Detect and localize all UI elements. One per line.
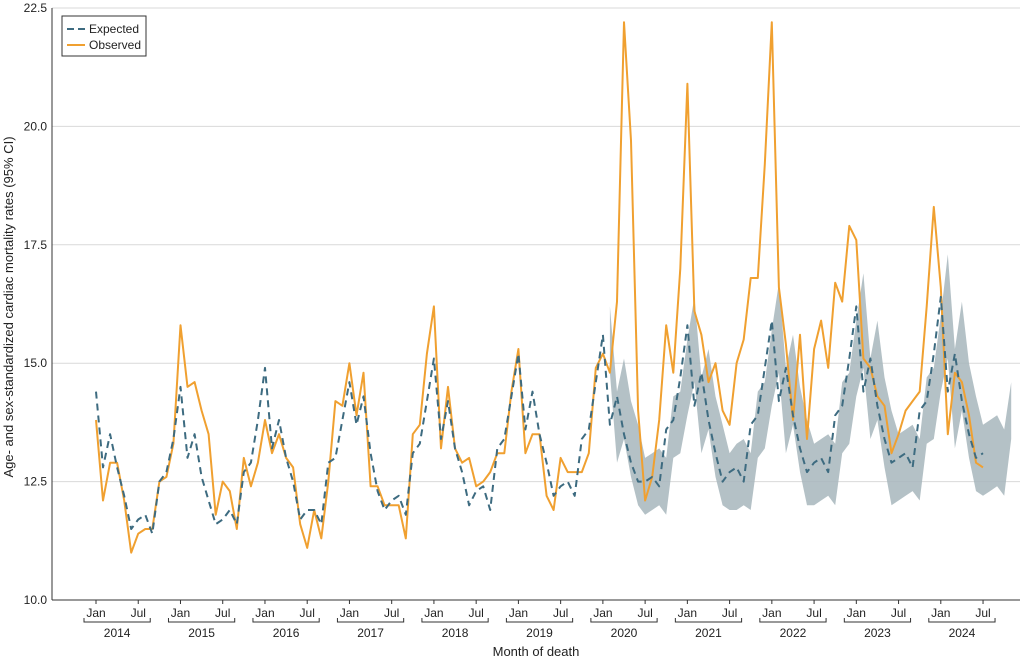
year-bracket <box>421 618 489 623</box>
legend-expected-label: Expected <box>89 22 139 36</box>
x-tick-label-month: Jul <box>384 606 399 620</box>
x-tick-label-year: 2019 <box>526 626 553 640</box>
year-bracket <box>759 618 827 623</box>
x-tick-label-month: Jan <box>762 606 781 620</box>
observed-series-line <box>95 21 984 554</box>
x-tick-label-month: Jan <box>340 606 359 620</box>
year-bracket <box>674 618 743 623</box>
y-tick-label: 12.5 <box>24 475 48 489</box>
x-tick-label-month: Jan <box>678 606 697 620</box>
year-bracket <box>843 618 912 623</box>
year-bracket <box>83 618 151 623</box>
x-tick-label-month: Jul <box>975 606 990 620</box>
confidence-band <box>609 254 1012 515</box>
x-axis-label: Month of death <box>493 644 580 659</box>
y-tick-label: 15.0 <box>24 356 48 370</box>
year-bracket <box>336 618 405 623</box>
year-bracket <box>505 618 574 623</box>
year-bracket <box>252 618 320 623</box>
x-tick-label-month: Jul <box>553 606 568 620</box>
x-tick-label-month: Jul <box>215 606 230 620</box>
x-tick-label-month: Jan <box>424 606 443 620</box>
y-tick-label: 20.0 <box>24 119 48 133</box>
x-tick-label-year: 2016 <box>273 626 300 640</box>
x-tick-label-month: Jan <box>171 606 190 620</box>
x-tick-label-month: Jul <box>131 606 146 620</box>
year-bracket <box>590 618 658 623</box>
x-tick-label-month: Jul <box>806 606 821 620</box>
x-tick-label-year: 2022 <box>780 626 807 640</box>
y-tick-label: 10.0 <box>24 593 48 607</box>
expected-series-line <box>95 295 984 535</box>
x-tick-label-year: 2024 <box>949 626 976 640</box>
x-tick-label-month: Jul <box>722 606 737 620</box>
legend-box <box>61 15 147 57</box>
x-tick-label-year: 2023 <box>864 626 891 640</box>
year-bracket <box>928 618 996 623</box>
y-tick-label: 22.5 <box>24 1 48 15</box>
series-layer <box>95 21 984 554</box>
x-tick-label-month: Jul <box>468 606 483 620</box>
x-tick-label-month: Jul <box>300 606 315 620</box>
x-tick-label-month: Jul <box>637 606 652 620</box>
x-tick-label-year: 2018 <box>442 626 469 640</box>
y-axis-label: Age- and sex-standardized cardiac mortal… <box>1 136 16 477</box>
x-tick-label-year: 2017 <box>357 626 384 640</box>
x-tick-label-year: 2021 <box>695 626 722 640</box>
x-tick-label-year: 2014 <box>104 626 131 640</box>
x-tick-label-month: Jan <box>847 606 866 620</box>
x-tick-label-month: Jan <box>593 606 612 620</box>
x-tick-label-month: Jul <box>891 606 906 620</box>
x-tick-label-year: 2020 <box>611 626 638 640</box>
x-tick-label-month: Jan <box>255 606 274 620</box>
x-tick-label-year: 2015 <box>188 626 215 640</box>
x-tick-label-month: Jan <box>509 606 528 620</box>
y-tick-label: 17.5 <box>24 238 48 252</box>
legend-observed-label: Observed <box>89 38 141 52</box>
x-tick-label-month: Jan <box>86 606 105 620</box>
year-bracket <box>167 618 236 623</box>
legend: Expected Observed <box>61 15 147 57</box>
x-tick-label-month: Jan <box>931 606 950 620</box>
confidence-band-layer <box>609 254 1012 515</box>
